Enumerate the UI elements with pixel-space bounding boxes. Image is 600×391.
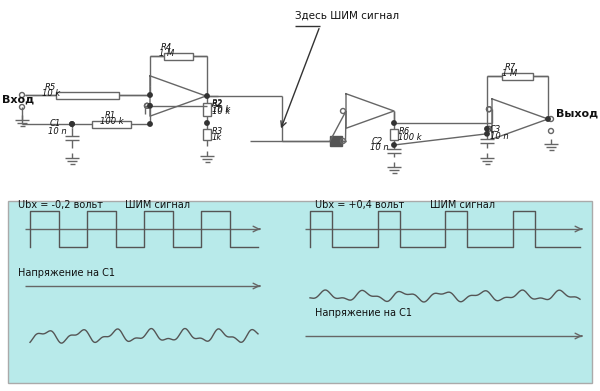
Circle shape [485, 127, 489, 131]
Bar [502, 72, 533, 79]
Text: Ubx = -0,2 вольт: Ubx = -0,2 вольт [18, 200, 103, 210]
Circle shape [70, 122, 74, 126]
Bar [164, 52, 193, 59]
Text: 10 k: 10 k [42, 88, 60, 97]
Circle shape [392, 121, 396, 125]
Bar [203, 129, 211, 140]
Text: Напряжение на С1: Напряжение на С1 [315, 308, 412, 318]
Text: R2: R2 [212, 100, 223, 109]
Text: 10 n: 10 n [48, 127, 67, 136]
Text: Напряжение на С1: Напряжение на С1 [18, 268, 115, 278]
Text: 1 M: 1 M [159, 50, 174, 59]
Bar [390, 129, 398, 140]
Text: Ubx = +0,4 вольт: Ubx = +0,4 вольт [315, 200, 404, 210]
Text: 10 k: 10 k [212, 106, 230, 115]
Text: R4: R4 [161, 43, 172, 52]
Bar [56, 91, 119, 99]
Circle shape [70, 122, 74, 126]
Circle shape [546, 117, 550, 121]
Text: R5: R5 [45, 83, 56, 91]
Text: R6: R6 [399, 127, 410, 136]
Circle shape [148, 93, 152, 97]
Text: C1: C1 [50, 120, 61, 129]
Text: R7: R7 [505, 63, 516, 72]
Text: 10 k: 10 k [212, 107, 230, 116]
Bar [91, 120, 131, 127]
Text: 100 k: 100 k [100, 118, 124, 127]
Text: 10 n: 10 n [490, 132, 509, 141]
Text: 10 n: 10 n [370, 143, 389, 152]
Text: Выход: Выход [556, 109, 598, 119]
Circle shape [148, 122, 152, 126]
Text: C3: C3 [490, 125, 501, 134]
Text: R2: R2 [212, 99, 223, 108]
Text: 1k: 1k [212, 133, 222, 142]
Bar [203, 103, 211, 116]
Text: ШИМ сигнал: ШИМ сигнал [125, 200, 190, 210]
Text: 100 k: 100 k [398, 133, 422, 142]
Text: 1 M: 1 M [502, 70, 517, 79]
Text: R3: R3 [212, 127, 223, 136]
Circle shape [148, 104, 152, 108]
Circle shape [485, 132, 489, 136]
Text: R1: R1 [105, 111, 116, 120]
Circle shape [392, 143, 396, 147]
Circle shape [205, 94, 209, 98]
Text: Вход: Вход [2, 94, 34, 104]
Text: ШИМ сигнал: ШИМ сигнал [430, 200, 495, 210]
Text: Здесь ШИМ сигнал: Здесь ШИМ сигнал [295, 11, 399, 21]
Bar [8, 201, 592, 383]
Text: C2: C2 [372, 136, 383, 145]
Bar [330, 136, 342, 146]
Circle shape [205, 121, 209, 125]
